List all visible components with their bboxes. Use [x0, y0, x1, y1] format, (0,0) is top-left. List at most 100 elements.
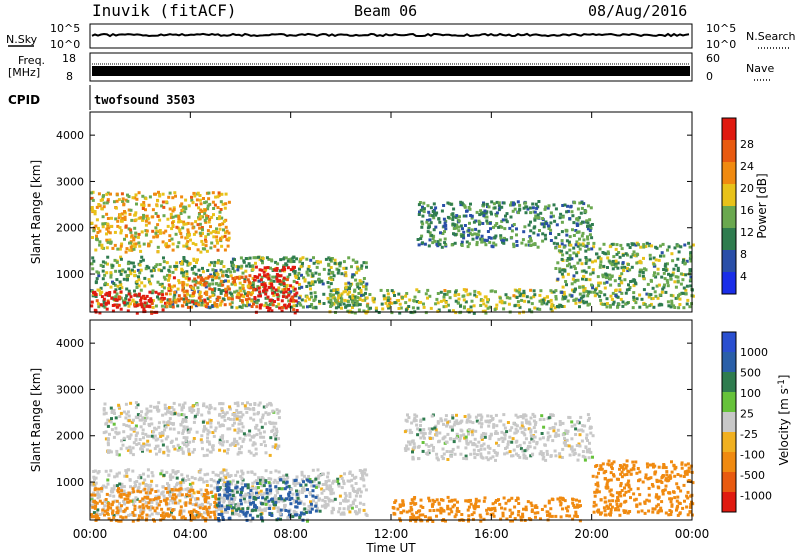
velocity-cell — [233, 437, 237, 441]
velocity-cell — [138, 482, 142, 486]
velocity-cell — [237, 422, 241, 426]
power-cell — [205, 216, 209, 220]
power-cell — [631, 306, 635, 310]
power-cell — [142, 294, 146, 298]
velocity-cell — [142, 506, 146, 510]
power-cell — [605, 273, 609, 277]
velocity-cell — [287, 484, 291, 488]
power-cell — [580, 234, 584, 238]
power-cell — [619, 279, 623, 283]
velocity-cell — [174, 488, 178, 492]
power-cell — [128, 241, 131, 245]
velocity-cell — [196, 407, 200, 411]
power-cell — [614, 247, 618, 251]
velocity-cell — [282, 480, 286, 484]
power-cell — [99, 263, 103, 267]
power-cell — [473, 293, 477, 297]
velocity-cell — [323, 496, 327, 499]
power-cell — [532, 295, 536, 299]
velocity-cell — [586, 449, 589, 452]
power-cell — [266, 295, 270, 299]
power-cell — [433, 239, 437, 243]
power-cell — [120, 212, 124, 216]
velocity-cell — [162, 516, 166, 520]
velocity-cell — [142, 442, 146, 446]
power-cell — [560, 249, 564, 253]
power-cell — [144, 208, 147, 212]
velocity-cell — [351, 473, 354, 477]
velocity-cell — [183, 443, 186, 447]
power-cell — [239, 256, 243, 260]
velocity-cell — [132, 513, 136, 517]
power-cell — [671, 294, 675, 298]
velocity-cell — [131, 469, 135, 473]
power-cell — [439, 231, 442, 235]
power-cell — [262, 289, 265, 293]
power-cell — [216, 261, 220, 265]
power-cell — [222, 289, 226, 292]
power-cell — [163, 277, 167, 281]
power-cell — [126, 301, 130, 305]
power-cell — [344, 289, 348, 293]
velocity-cell — [191, 503, 195, 506]
velocity-cell — [116, 489, 120, 493]
velocity-cell — [140, 410, 143, 414]
velocity-cell — [93, 506, 97, 510]
power-cell — [172, 297, 176, 301]
power-cell — [549, 289, 553, 293]
velocity-cell — [453, 420, 457, 424]
power-cell — [418, 201, 422, 204]
power-cell — [584, 210, 588, 213]
power-cell — [133, 196, 137, 200]
power-cell — [96, 231, 100, 234]
power-cell — [160, 304, 164, 308]
power-cell — [218, 227, 222, 231]
velocity-cell — [261, 416, 265, 420]
power-cell — [92, 229, 96, 233]
power-cell — [682, 258, 685, 262]
power-cell — [356, 296, 360, 300]
power-cell — [206, 302, 209, 306]
power-cell — [107, 230, 110, 234]
power-cell — [181, 285, 185, 289]
velocity-cell — [96, 508, 100, 512]
power-cell — [605, 305, 609, 309]
velocity-cell — [566, 429, 570, 433]
power-cell — [165, 261, 169, 265]
power-cell — [670, 302, 674, 306]
velocity-cell — [465, 420, 469, 424]
velocity-cell — [459, 428, 463, 432]
power-cell — [534, 202, 538, 206]
power-cell — [129, 272, 133, 276]
power-cell — [249, 286, 253, 290]
power-cell — [173, 293, 177, 297]
velocity-cell — [148, 508, 152, 512]
power-cell — [359, 290, 363, 294]
velocity-cell — [187, 449, 191, 453]
power-cell — [218, 223, 222, 227]
velocity-cell — [424, 443, 428, 447]
power-cell — [443, 292, 447, 296]
power-cell — [481, 298, 485, 302]
velocity-cell — [488, 446, 492, 450]
power-cell — [673, 306, 677, 309]
power-cell — [220, 244, 224, 248]
velocity-cell — [435, 430, 439, 434]
velocity-cell — [288, 513, 291, 517]
power-cell — [167, 268, 171, 272]
power-cell — [442, 224, 446, 228]
power-cell — [666, 281, 670, 285]
power-cell — [162, 205, 166, 209]
power-cell — [674, 275, 678, 279]
velocity-cell — [224, 476, 228, 480]
velocity-cell — [268, 453, 272, 457]
power-cell — [502, 307, 506, 311]
velocity-cell — [216, 473, 220, 477]
power-cell — [182, 222, 186, 226]
power-cell — [676, 269, 680, 272]
velocity-cell — [241, 439, 245, 443]
power-cell — [470, 233, 474, 237]
velocity-cell — [292, 509, 296, 513]
velocity-cell — [140, 499, 144, 503]
velocity-cell — [192, 420, 196, 424]
